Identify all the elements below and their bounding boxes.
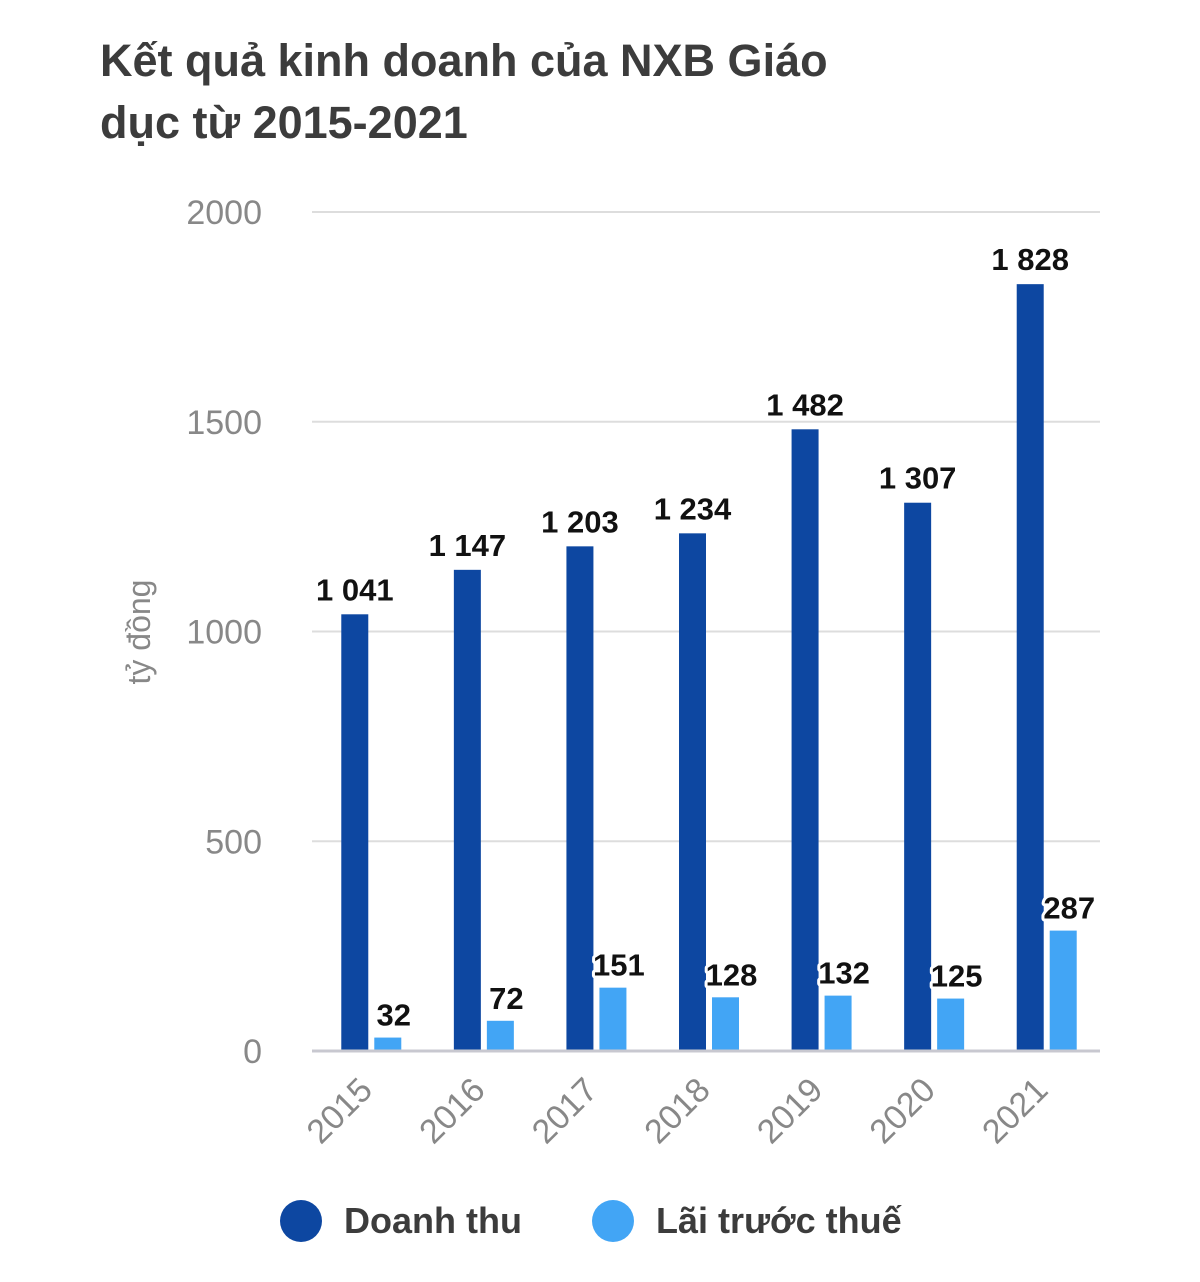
data-label-lai-truoc-thue-2018: 128 bbox=[706, 957, 758, 992]
data-label-doanh-thu-2016: 1 147 bbox=[429, 528, 507, 563]
chart-title: Kết quả kinh doanh của NXB Giáo dục từ 2… bbox=[100, 30, 1000, 154]
x-tick-label-2015: 2015 bbox=[300, 1071, 380, 1151]
x-axis-ticks: 2015 2016 2017 2018 2019 2020 2021 bbox=[300, 1071, 1056, 1151]
bar-lai-truoc-thue-2015[interactable] bbox=[374, 1037, 402, 1051]
bar-doanh-thu-2017[interactable] bbox=[566, 546, 594, 1051]
bar-doanh-thu-2015[interactable] bbox=[341, 614, 369, 1051]
data-label-lai-truoc-thue-2021: 287 bbox=[1043, 891, 1095, 926]
data-label-lai-truoc-thue-2015: 32 bbox=[377, 998, 411, 1033]
bar-lai-truoc-thue-2017[interactable] bbox=[599, 987, 627, 1051]
x-tick-label-2018: 2018 bbox=[637, 1071, 717, 1151]
data-label-doanh-thu-2020: 1 307 bbox=[879, 461, 957, 496]
x-tick-label-2017: 2017 bbox=[525, 1071, 605, 1151]
legend-item-lai-truoc-thue[interactable]: Lãi trước thuế bbox=[591, 1200, 902, 1242]
x-tick-label-2016: 2016 bbox=[412, 1071, 492, 1151]
x-tick-label-2020: 2020 bbox=[862, 1071, 942, 1151]
legend-label-doanh-thu: Doanh thu bbox=[344, 1200, 522, 1241]
data-label-lai-truoc-thue-2016: 72 bbox=[489, 981, 523, 1016]
data-label-lai-truoc-thue-2020: 125 bbox=[931, 959, 983, 994]
bar-lai-truoc-thue-2019[interactable] bbox=[824, 995, 852, 1051]
chart-title-line-2: dục từ 2015-2021 bbox=[100, 97, 468, 148]
bars bbox=[341, 284, 1077, 1051]
bar-lai-truoc-thue-2020[interactable] bbox=[937, 998, 965, 1051]
bar-doanh-thu-2016[interactable] bbox=[453, 569, 481, 1051]
y-axis-ticks: 0 500 1000 1500 2000 bbox=[186, 194, 262, 1071]
y-tick-label: 2000 bbox=[186, 194, 262, 232]
y-tick-label: 0 bbox=[243, 1033, 262, 1071]
data-label-doanh-thu-2015: 1 041 bbox=[316, 572, 394, 607]
legend-swatch-lai-truoc-thue bbox=[591, 1200, 634, 1242]
legend-swatch-doanh-thu bbox=[280, 1200, 322, 1242]
data-label-lai-truoc-thue-2019: 132 bbox=[818, 956, 870, 991]
data-labels: 1 041 32 1 147 72 1 203 151 1 234 128 1 482 132 1 … bbox=[313, 239, 1098, 1035]
data-label-lai-truoc-thue-2017: 151 bbox=[593, 948, 645, 983]
data-label-doanh-thu-2019: 1 482 bbox=[766, 387, 844, 422]
data-label-doanh-thu-2017: 1 203 bbox=[541, 504, 619, 539]
x-tick-label-2019: 2019 bbox=[750, 1071, 830, 1151]
bar-doanh-thu-2019[interactable] bbox=[791, 429, 819, 1051]
y-axis-label: tỷ đồng bbox=[121, 580, 157, 685]
legend-label-lai-truoc-thue: Lãi trước thuế bbox=[655, 1200, 902, 1241]
bar-doanh-thu-2018[interactable] bbox=[679, 533, 706, 1051]
data-label-doanh-thu-2018: 1 234 bbox=[654, 491, 732, 526]
bar-lai-truoc-thue-2021[interactable] bbox=[1049, 930, 1077, 1051]
y-tick-label: 1000 bbox=[186, 614, 262, 652]
legend: Doanh thu Lãi trước thuế bbox=[280, 1200, 972, 1242]
y-tick-label: 1500 bbox=[186, 404, 262, 442]
bar-lai-truoc-thue-2016[interactable] bbox=[486, 1020, 514, 1051]
chart-title-line-1: Kết quả kinh doanh của NXB Giáo bbox=[100, 35, 828, 86]
x-tick-label-2021: 2021 bbox=[975, 1071, 1055, 1151]
data-label-doanh-thu-2021: 1 828 bbox=[991, 242, 1069, 277]
bar-doanh-thu-2020[interactable] bbox=[904, 502, 932, 1051]
y-tick-label: 500 bbox=[205, 823, 262, 861]
bar-doanh-thu-2021[interactable] bbox=[1016, 284, 1044, 1051]
legend-item-doanh-thu[interactable]: Doanh thu bbox=[280, 1200, 522, 1242]
bar-lai-truoc-thue-2018[interactable] bbox=[712, 997, 739, 1051]
